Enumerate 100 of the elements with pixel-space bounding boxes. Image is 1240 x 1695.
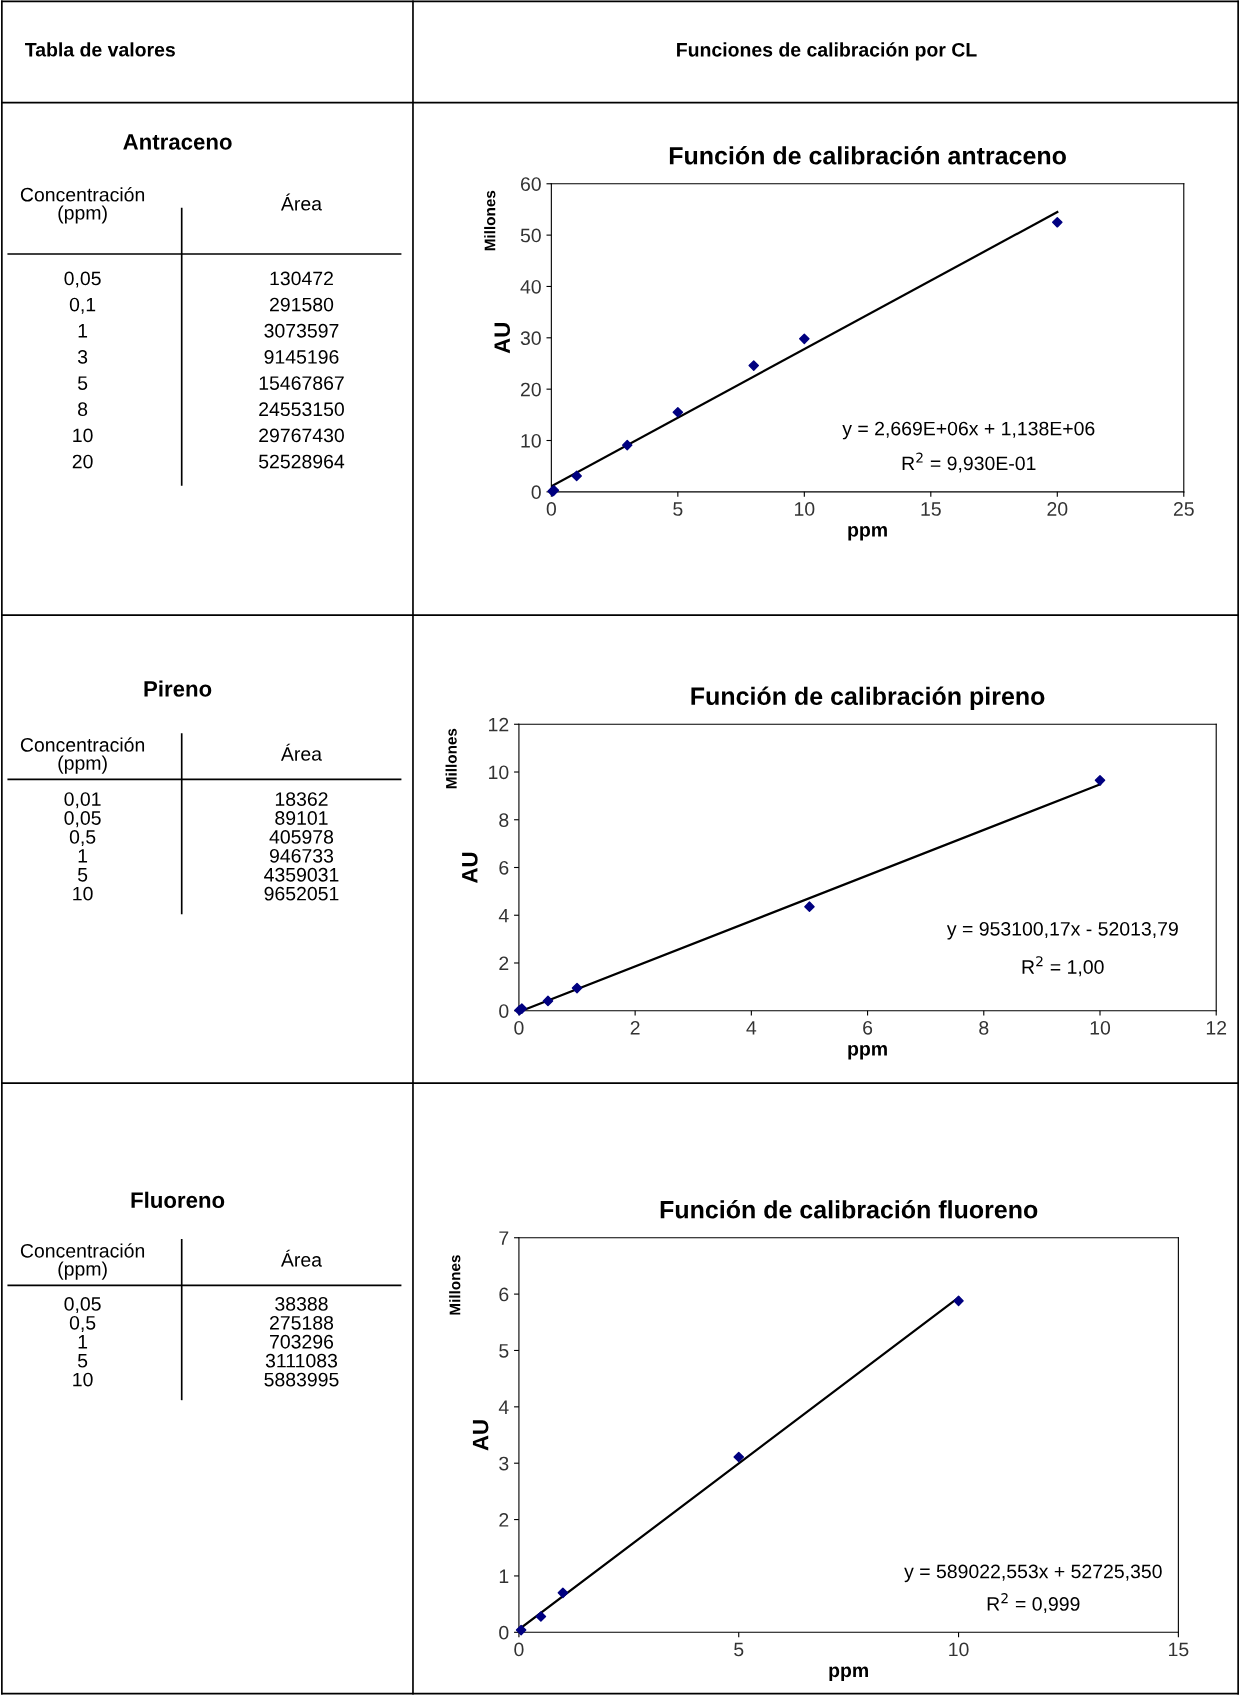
x-tick-label: 0 <box>546 502 556 516</box>
x-tick-label: 25 <box>1173 502 1194 516</box>
text: 3073597 <box>264 323 339 338</box>
x-axis-title: ppm <box>848 1044 887 1060</box>
y-tick-label: 30 <box>520 331 541 346</box>
text: 38388 <box>275 1297 328 1311</box>
annotation: y = 2,669E+06x + 1,138E+06 <box>842 421 1095 440</box>
x-tick-label: 10 <box>949 1642 969 1657</box>
text: Fluoreno <box>131 1191 225 1209</box>
text: 5 <box>77 1353 88 1368</box>
annotation: R$^{2}$ = 9,930E-01 <box>902 452 1036 473</box>
x-tick-label: 15 <box>921 502 941 516</box>
text: 3111083 <box>265 1353 338 1368</box>
y-axis-title: AU <box>472 1420 489 1451</box>
y-tick-label: 10 <box>521 433 541 448</box>
y-axis-title: AU <box>494 323 511 354</box>
x-tick-label: 5 <box>673 502 683 516</box>
x-tick-label: 2 <box>630 1020 640 1035</box>
text: Área <box>280 1249 323 1267</box>
x-tick-label: 6 <box>863 1020 873 1035</box>
y-tick-label: 1 <box>499 1569 509 1583</box>
text: 8 <box>78 402 88 417</box>
text: 4359031 <box>264 867 339 882</box>
y-tick-label: 2 <box>499 1513 509 1527</box>
y-tick-label: 40 <box>520 279 541 294</box>
text: 9652051 <box>264 886 339 901</box>
y-tick-label: 3 <box>499 1456 509 1471</box>
x-tick-label: 20 <box>1047 502 1068 516</box>
text: 0,1 <box>69 297 96 314</box>
y-tick-label: 4 <box>498 1400 509 1414</box>
y-tick-label: 0 <box>531 485 541 500</box>
text: 10 <box>73 428 93 443</box>
text: 1 <box>78 1335 88 1349</box>
y-tick-label: 7 <box>499 1231 509 1245</box>
chart-title: Función de calibración fluoreno <box>660 1199 1038 1219</box>
text: 291580 <box>270 297 334 312</box>
x-tick-label: 4 <box>746 1021 757 1035</box>
text: Área <box>280 743 323 761</box>
y-tick-label: 6 <box>499 860 509 875</box>
text: 703296 <box>270 1334 334 1349</box>
text: 5 <box>77 376 88 390</box>
text: Millones <box>445 728 457 789</box>
text: 9145196 <box>264 350 339 364</box>
x-tick-label: 8 <box>979 1020 989 1035</box>
x-axis-title: ppm <box>829 1666 868 1682</box>
text: 10 <box>73 1372 93 1387</box>
annotation: y = 953100,17x - 52013,79 <box>946 921 1178 940</box>
y-tick-label: 4 <box>498 908 509 923</box>
text: 1 <box>78 324 88 338</box>
text: Pireno <box>144 680 212 697</box>
y-tick-label: 50 <box>520 228 541 243</box>
text: 0,05 <box>64 811 101 828</box>
text: 130472 <box>270 271 333 286</box>
text: 52528964 <box>259 454 345 469</box>
text: Concentración (ppm) <box>20 187 145 224</box>
text: 15467867 <box>259 376 344 390</box>
text: Millones <box>449 1255 461 1315</box>
text: Tabla de valores <box>25 42 175 57</box>
x-tick-label: 10 <box>1090 1020 1111 1035</box>
x-tick-label: 15 <box>1169 1642 1189 1657</box>
text: 946733 <box>269 848 334 863</box>
annotation: R$^{2}$ = 1,00 <box>1022 956 1104 977</box>
text: 29767430 <box>259 428 344 443</box>
y-tick-label: 60 <box>520 177 541 192</box>
x-tick-label: 5 <box>734 1642 744 1657</box>
x-axis-title: ppm <box>848 526 887 541</box>
chart-title: Función de calibración antraceno <box>669 145 1066 165</box>
y-tick-label: 2 <box>499 956 509 971</box>
text: 89101 <box>275 811 328 825</box>
y-tick-label: 8 <box>499 813 509 827</box>
text: 18362 <box>275 792 328 806</box>
y-tick-label: 10 <box>489 765 509 780</box>
y-tick-label: 5 <box>499 1344 509 1358</box>
chart-title: Función de calibración pireno <box>691 686 1045 711</box>
y-tick-label: 12 <box>489 717 509 732</box>
text: 3 <box>77 350 88 364</box>
annotation: R$^{2}$ = 0,999 <box>987 1593 1080 1614</box>
text: 5 <box>77 868 88 882</box>
text: 0,5 <box>69 830 96 847</box>
text: 0,5 <box>69 1315 96 1333</box>
text: 10 <box>73 886 93 901</box>
x-tick-label: 12 <box>1206 1020 1227 1035</box>
y-tick-label: 20 <box>520 382 541 397</box>
annotation: y = 589022,553x + 52725,350 <box>904 1564 1162 1583</box>
x-tick-label: 10 <box>794 502 815 516</box>
text: Millones <box>484 190 496 251</box>
text: 405978 <box>269 830 334 844</box>
text: 0,05 <box>64 1297 101 1314</box>
y-axis-title: AU <box>462 852 478 883</box>
text: Concentración (ppm) <box>20 1243 145 1280</box>
text: 20 <box>72 454 93 469</box>
text: 275188 <box>270 1315 334 1330</box>
text: Área <box>280 193 323 211</box>
y-tick-label: 0 <box>499 1625 509 1640</box>
text: 24553150 <box>259 402 344 417</box>
text: Funciones de calibración por CL <box>677 42 977 61</box>
text: 0,01 <box>64 792 101 809</box>
y-tick-label: 0 <box>499 1004 509 1018</box>
y-tick-label: 6 <box>499 1287 509 1302</box>
text: Antraceno <box>123 134 232 150</box>
